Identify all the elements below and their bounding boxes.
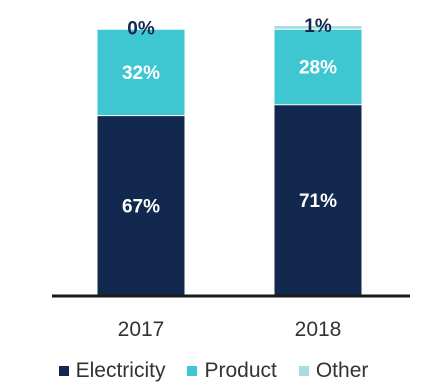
- legend-label-other: Other: [315, 359, 369, 382]
- legend-swatch-other: [298, 366, 309, 376]
- legend-label-electricity: Electricity: [75, 359, 166, 382]
- chart-legend: Electricity Product Other: [0, 356, 427, 386]
- legend-swatch-product: [187, 366, 198, 376]
- bar-product-2017: [97, 28, 185, 116]
- legend-item-other: Other: [298, 359, 369, 383]
- legend-item-product: Product: [187, 359, 277, 383]
- data-label-other-2018: 1%: [304, 16, 332, 37]
- data-label-electricity-2018: 71%: [299, 191, 337, 212]
- bar-product-2018: [274, 28, 362, 105]
- chart-svg: 67% 32% 0% 2017 71% 28% 1% 2018: [52, 16, 410, 341]
- bar-other-2018: [274, 26, 362, 29]
- legend-item-electricity: Electricity: [58, 359, 166, 383]
- data-label-product-2017: 32%: [122, 63, 160, 84]
- bar-electricity-2018: [274, 104, 362, 296]
- legend-swatch-electricity: [58, 366, 69, 376]
- legend-label-product: Product: [204, 359, 277, 382]
- data-label-product-2018: 28%: [299, 58, 337, 79]
- x-tick-label-2017: 2017: [118, 318, 165, 341]
- x-tick-label-2018: 2018: [295, 318, 342, 341]
- bar-electricity-2017: [97, 115, 185, 296]
- data-label-electricity-2017: 67%: [122, 197, 160, 218]
- data-label-other-2017: 0%: [127, 19, 155, 40]
